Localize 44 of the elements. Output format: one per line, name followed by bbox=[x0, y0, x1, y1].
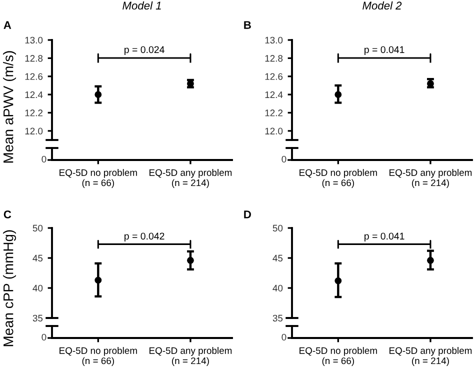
y-tick-label: 12.8 bbox=[265, 55, 283, 62]
y-tick-label: 12.6 bbox=[25, 73, 43, 80]
x-tick-label: EQ-5D any problem (n = 214) bbox=[150, 169, 232, 188]
text: 0 bbox=[282, 334, 286, 341]
annotation: p = 0.041 bbox=[364, 232, 404, 242]
text: C bbox=[4, 210, 12, 218]
y-axis-title: Mean aPWV (m/s) bbox=[3, 51, 16, 163]
y-tick-label: 40 bbox=[32, 284, 43, 292]
chart-title: Model 2 bbox=[362, 1, 402, 10]
x-tick-label: EQ-5D no problem (n = 66) bbox=[60, 169, 137, 188]
text: A bbox=[4, 21, 12, 29]
annotation: p = 0.042 bbox=[124, 232, 164, 242]
y-tick-label: 35 bbox=[272, 314, 283, 322]
y-tick-label: 12.6 bbox=[265, 73, 283, 80]
text: 0 bbox=[282, 156, 286, 163]
x-tick-label: EQ-5D no problem (n = 66) bbox=[300, 169, 377, 188]
y-tick-label: 50 bbox=[32, 224, 43, 232]
y-tick-label: 45 bbox=[272, 254, 283, 262]
y-tick-label: 13.0 bbox=[25, 36, 43, 44]
chart-title: Model 1 bbox=[122, 1, 161, 10]
x-tick-label: EQ-5D any problem (n = 214) bbox=[390, 347, 472, 366]
x-tick-label: EQ-5D any problem (n = 214) bbox=[390, 169, 472, 188]
text: D bbox=[244, 210, 251, 218]
text: B bbox=[244, 21, 251, 29]
y-tick-label: 40 bbox=[272, 284, 283, 292]
x-tick-label: EQ-5D any problem (n = 214) bbox=[150, 347, 232, 366]
y-tick-label: 12.2 bbox=[25, 110, 42, 116]
y-tick-label: 35 bbox=[32, 314, 43, 322]
text: 0 bbox=[42, 156, 46, 163]
y-tick-label: 12.0 bbox=[25, 128, 43, 134]
x-tick-label: EQ-5D no problem (n = 66) bbox=[300, 347, 377, 366]
y-tick-label: 12.4 bbox=[25, 91, 43, 98]
y-tick-label: 50 bbox=[272, 224, 283, 232]
y-tick-label: 12.0 bbox=[265, 128, 283, 134]
y-tick-label: 12.2 bbox=[265, 110, 282, 116]
y-axis-title: Mean cPP (mmHg) bbox=[3, 230, 16, 346]
text: 0 bbox=[42, 334, 46, 341]
annotation: p = 0.041 bbox=[364, 46, 404, 55]
annotation: p = 0.024 bbox=[124, 46, 164, 55]
y-tick-label: 45 bbox=[32, 254, 43, 262]
y-tick-label: 12.8 bbox=[25, 55, 43, 62]
x-tick-label: EQ-5D no problem (n = 66) bbox=[60, 347, 137, 366]
y-tick-label: 12.4 bbox=[265, 91, 283, 98]
y-tick-label: 13.0 bbox=[265, 36, 283, 44]
